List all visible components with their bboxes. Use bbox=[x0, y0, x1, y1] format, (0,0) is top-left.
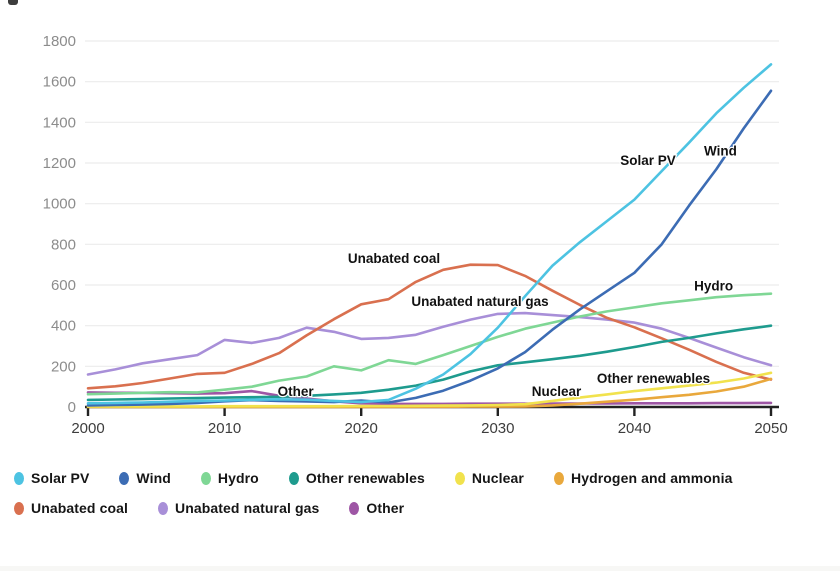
y-tick-label-800: 800 bbox=[51, 236, 76, 253]
y-tick-label-1800: 1800 bbox=[43, 33, 76, 50]
legend-item-nuclear: Nuclear bbox=[454, 470, 524, 486]
y-tick-label-400: 400 bbox=[51, 318, 76, 335]
y-tick-label-200: 200 bbox=[51, 358, 76, 375]
x-tick-label-2050: 2050 bbox=[754, 420, 787, 437]
legend-item-label: Other renewables bbox=[305, 470, 425, 486]
annotation-unabated-coal: Unabated coal bbox=[348, 251, 440, 266]
legend-item-label: Nuclear bbox=[471, 470, 524, 486]
legend-dot-unabated-coal bbox=[14, 502, 24, 515]
y-tick-label-1400: 1400 bbox=[43, 114, 76, 131]
x-tick-label-2000: 2000 bbox=[71, 420, 104, 437]
annotation-unabated-natural-gas: Unabated natural gas bbox=[411, 294, 548, 309]
annotation-other-renewables: Other renewables bbox=[597, 371, 710, 386]
legend-dot-unabated-natural-gas bbox=[158, 502, 168, 515]
legend-item-other-renewables: Other renewables bbox=[288, 470, 425, 486]
legend-item-unabated-coal: Unabated coal bbox=[14, 500, 128, 516]
y-tick-label-1000: 1000 bbox=[43, 196, 76, 213]
annotation-other: Other bbox=[278, 384, 315, 399]
legend-row-1: Solar PV Wind Hydro Other renewables Nuclear… bbox=[0, 470, 840, 486]
y-tick-label-1600: 1600 bbox=[43, 74, 76, 91]
legend-item-label: Unabated coal bbox=[31, 500, 128, 516]
series-line-nuclear bbox=[86, 371, 773, 408]
legend-dot-hydrogen-and-ammonia bbox=[553, 472, 564, 485]
legend-item-other: Other bbox=[349, 500, 404, 516]
y-tick-label-600: 600 bbox=[51, 277, 76, 294]
annotation-solar-pv: Solar PV bbox=[620, 153, 676, 168]
legend-item-wind: Wind bbox=[119, 470, 171, 486]
legend-item-label: Hydro bbox=[217, 470, 259, 486]
x-tick-label-2030: 2030 bbox=[481, 420, 514, 437]
x-tick-label-2020: 2020 bbox=[345, 420, 378, 437]
legend-item-hydrogen-and-ammonia: Hydrogen and ammonia bbox=[553, 470, 733, 486]
legend-item-label: Hydrogen and ammonia bbox=[570, 470, 733, 486]
legend-row-2: Unabated coal Unabated natural gas Other bbox=[0, 500, 840, 516]
y-tick-label-0: 0 bbox=[68, 399, 76, 416]
legend: Solar PV Wind Hydro Other renewables Nuclear… bbox=[0, 470, 840, 530]
legend-item-solar-pv: Solar PV bbox=[14, 470, 89, 486]
legend-dot-nuclear bbox=[454, 472, 465, 485]
legend-dot-other bbox=[349, 502, 360, 515]
legend-item-hydro: Hydro bbox=[200, 470, 259, 486]
annotation-wind: Wind bbox=[704, 143, 737, 158]
series-line-unabated-coal bbox=[86, 263, 773, 390]
top-left-artifact bbox=[8, 0, 18, 5]
legend-dot-hydro bbox=[200, 472, 211, 485]
y-tick-label-1200: 1200 bbox=[43, 155, 76, 172]
legend-item-label: Wind bbox=[136, 470, 171, 486]
bottom-edge-strip bbox=[0, 566, 840, 571]
series-line-other bbox=[86, 389, 773, 406]
annotation-hydro: Hydro bbox=[694, 279, 733, 294]
series-line-hydro bbox=[86, 292, 773, 396]
legend-dot-wind bbox=[119, 472, 130, 485]
legend-item-unabated-natural-gas: Unabated natural gas bbox=[158, 500, 319, 516]
x-tick-label-2040: 2040 bbox=[618, 420, 651, 437]
energy-mix-line-chart: 0 200 400 600 800 1000 1200 1400 1600 1800 2000 201… bbox=[43, 33, 788, 437]
annotation-nuclear: Nuclear bbox=[532, 384, 582, 399]
legend-dot-other-renewables bbox=[288, 472, 299, 485]
series-line-wind bbox=[86, 89, 773, 407]
legend-dot-solar-pv bbox=[14, 472, 24, 485]
series-line-solar-pv bbox=[86, 63, 773, 405]
x-tick-label-2010: 2010 bbox=[208, 420, 241, 437]
chart-svg: 0 200 400 600 800 1000 1200 1400 1600 1800 2000 201… bbox=[43, 33, 788, 437]
series-line-unabated-natural-gas bbox=[86, 311, 773, 376]
legend-item-label: Solar PV bbox=[31, 470, 90, 486]
legend-item-label: Unabated natural gas bbox=[175, 500, 320, 516]
legend-item-label: Other bbox=[366, 500, 405, 516]
